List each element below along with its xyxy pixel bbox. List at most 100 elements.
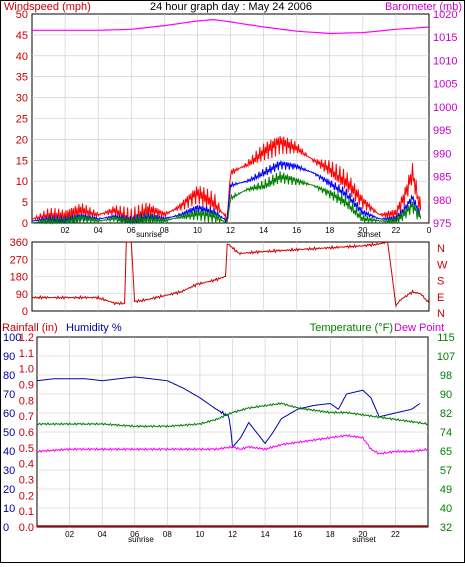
rain-tick-label: 1.0 [19,364,34,376]
windspeed-axis-label: Windspeed (mph) [4,1,91,13]
dewpoint-axis-label: Dew Point [394,322,444,334]
temp-x-tick-label: 02 [65,530,74,539]
humidity-tick-label: 50 [3,427,15,439]
wind-x-tick-label: 14 [259,226,268,235]
barometer-tick-label: 985 [433,172,451,184]
compass-label: N [437,308,445,320]
barometer-tick-label: 1020 [433,9,457,21]
humidity-tick-label: 70 [3,389,15,401]
temp-x-tick-label: 22 [391,530,400,539]
rain-tick-label: 1.2 [19,332,34,344]
direction-tick-label: 90 [16,289,28,301]
barometer-tick-label: 990 [433,148,451,160]
barometer-tick-label: 1005 [433,79,457,91]
wind-series-line-0 [32,18,430,35]
humidity-tick-label: 40 [3,446,15,458]
temp-series-line-2 [36,433,429,455]
temp-tick-label: 98 [440,370,452,382]
compass-label: S [437,276,444,288]
barometer-tick-label: 1010 [433,55,457,67]
wind-tick-label: 0 [22,218,28,230]
wind-series-line-1 [31,135,422,224]
rain-tick-label: 0.2 [19,490,34,502]
temp-tick-label: 65 [440,446,452,458]
humidity-tick-label: 60 [3,408,15,420]
wind-x-tick-label: 18 [325,226,334,235]
compass-label: N [437,243,445,255]
wind-tick-label: 25 [16,114,28,126]
humidity-tick-label: 100 [3,332,21,344]
temp-x-tick-label: 14 [261,530,270,539]
wind-tick-label: 10 [16,176,28,188]
wind-x-tick-label: 06 [127,226,136,235]
temp-tick-label: 49 [440,484,452,496]
temp-x-tick-label: 06 [130,530,139,539]
temp-x-tick-label: 16 [293,530,302,539]
direction-plot-series [31,241,430,308]
rain-tick-label: 1.1 [19,348,34,360]
rain-tick-label: 0.5 [19,443,34,455]
rainfall-axis-label: Rainfall (in) [2,322,58,334]
sunset-label-bottom: sunset [352,535,376,544]
rain-tick-label: 0.0 [19,522,34,534]
wind-x-tick-label: 04 [94,226,103,235]
temp-plot-grid [37,337,428,527]
wind-tick-label: 15 [16,155,28,167]
temp-x-tick-label: 10 [195,530,204,539]
temperature-axis-label: Temperature (°F) [310,322,393,334]
wind-x-tick-label: 02 [61,226,70,235]
temp-plot-ticks: 10090807060504030201001.21.11.00.90.80.7… [3,332,455,539]
wind-tick-label: 35 [16,72,28,84]
temp-x-tick-label: 12 [228,530,237,539]
wind-x-tick-label: 12 [226,226,235,235]
wind-plot-ticks: 0510152025303540455097598098599099510001… [16,9,458,235]
temp-tick-label: 32 [440,522,452,534]
barometer-axis-label: Barometer (mb) [385,1,462,13]
temp-tick-label: 90 [440,389,452,401]
wind-plot-grid [32,14,429,223]
wind-tick-label: 50 [16,9,28,21]
direction-tick-label: 0 [22,306,28,318]
wind-tick-label: 20 [16,134,28,146]
temp-x-tick-label: 18 [326,530,335,539]
temp-tick-label: 57 [440,465,452,477]
humidity-tick-label: 0 [3,522,9,534]
wind-series-line-3 [31,171,422,225]
direction-plot-grid [32,242,429,311]
wind-plot-series [31,18,430,225]
wind-x-tick-label: 16 [292,226,301,235]
temp-tick-label: 82 [440,408,452,420]
compass-label: W [437,259,448,271]
rain-tick-label: 0.8 [19,395,34,407]
rain-tick-label: 0.1 [19,506,34,518]
sunrise-label-top: sunrise [136,230,162,239]
wind-x-tick-label: 22 [391,226,400,235]
rain-tick-label: 0.9 [19,380,34,392]
barometer-tick-label: 1000 [433,102,457,114]
temp-plot-series [36,376,429,527]
graph-title: 24 hour graph day : May 24 2006 [150,1,312,13]
wind-x-tick-label: 20 [358,226,367,235]
humidity-tick-label: 10 [3,503,15,515]
temp-tick-label: 115 [437,332,455,344]
humidity-tick-label: 90 [3,351,15,363]
rain-tick-label: 0.6 [19,427,34,439]
wind-tick-label: 30 [16,93,28,105]
barometer-tick-label: 995 [433,125,451,137]
rain-tick-label: 0.4 [19,459,34,471]
temp-tick-label: 107 [437,351,455,363]
temp-tick-label: 74 [440,427,452,439]
wind-x-tick-label: 08 [160,226,169,235]
sunset-label-top: sunset [357,230,381,239]
rain-tick-label: 0.3 [19,475,34,487]
humidity-tick-label: 80 [3,370,15,382]
humidity-tick-label: 20 [3,484,15,496]
wind-tick-label: 5 [22,197,28,209]
barometer-tick-label: 975 [433,218,451,230]
sunrise-label-bottom: sunrise [128,535,154,544]
direction-tick-label: 360 [10,237,28,249]
temp-x-tick-label: 20 [358,530,367,539]
